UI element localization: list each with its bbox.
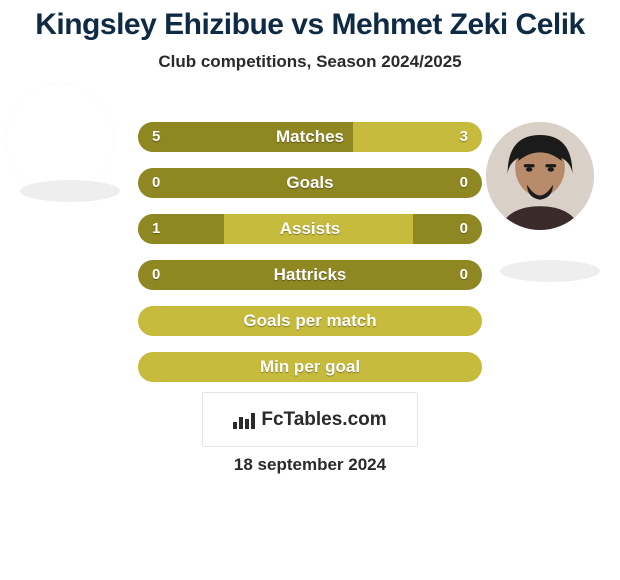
avatar-placeholder-icon [6, 84, 114, 192]
stat-label: Assists [138, 214, 482, 244]
stat-label: Goals [138, 168, 482, 198]
avatar-face-icon [486, 122, 594, 230]
player-left-avatar [6, 84, 114, 192]
comparison-bars: Matches53Goals00Assists10Hattricks00Goal… [138, 122, 482, 398]
player-right-shadow [500, 260, 600, 282]
page-title: Kingsley Ehizibue vs Mehmet Zeki Celik [0, 0, 620, 42]
stat-value-right: 0 [460, 260, 468, 290]
source-logo-text: FcTables.com [261, 409, 386, 431]
bars-icon [233, 411, 255, 429]
stat-row: Min per goal [138, 352, 482, 382]
stat-label: Hattricks [138, 260, 482, 290]
stat-value-right: 0 [460, 214, 468, 244]
snapshot-date: 18 september 2024 [0, 455, 620, 475]
stat-value-right: 3 [460, 122, 468, 152]
stat-value-left: 0 [152, 260, 160, 290]
stat-row: Goals0 0 [138, 168, 482, 198]
stat-row: Goals per match [138, 306, 482, 336]
stat-value-left: 5 [152, 122, 160, 152]
stat-value-left: 0 [152, 168, 160, 198]
stat-label: Min per goal [138, 352, 482, 382]
stat-label: Matches [138, 122, 482, 152]
stat-value-right: 0 [460, 168, 468, 198]
stat-row: Matches5 3 [138, 122, 482, 152]
stat-label: Goals per match [138, 306, 482, 336]
stat-value-left: 1 [152, 214, 160, 244]
stat-row: Assists1 0 [138, 214, 482, 244]
source-logo: FcTables.com [202, 392, 418, 447]
subtitle: Club competitions, Season 2024/2025 [0, 52, 620, 72]
player-right-avatar [486, 122, 594, 230]
player-left-shadow [20, 180, 120, 202]
stat-row: Hattricks0 0 [138, 260, 482, 290]
